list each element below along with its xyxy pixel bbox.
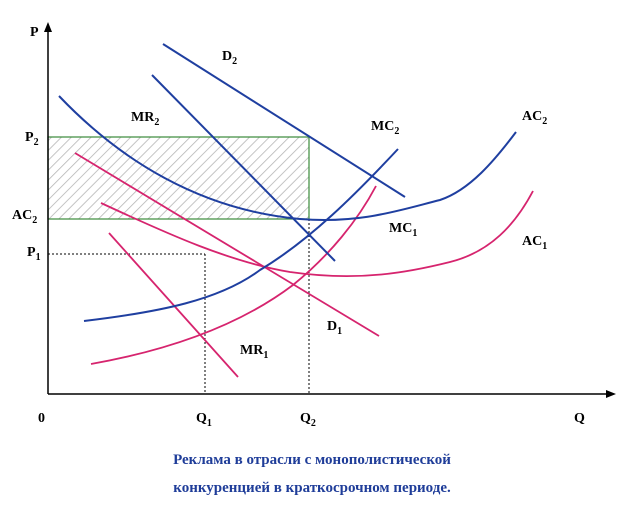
q1-label: Q1 bbox=[196, 411, 212, 429]
d2-label: D2 bbox=[222, 49, 237, 67]
origin-label: 0 bbox=[38, 411, 45, 426]
d1-curve bbox=[74, 152, 380, 337]
d1-label: D1 bbox=[327, 319, 342, 337]
mr1-curve bbox=[108, 232, 239, 378]
mc1-curve bbox=[90, 185, 377, 365]
p2-label: P2 bbox=[25, 130, 39, 148]
mc2-label: MC2 bbox=[371, 119, 399, 137]
x-axis-label: Q bbox=[574, 411, 585, 426]
caption-line-2: конкуренцией в краткосрочном периоде. bbox=[173, 480, 451, 496]
ac1-curve bbox=[100, 190, 534, 278]
mr2-curve bbox=[151, 74, 336, 262]
mc1-label: MC1 bbox=[389, 221, 417, 239]
mr1-label: MR1 bbox=[240, 343, 268, 361]
mc2-curve bbox=[83, 148, 399, 322]
d2-curve bbox=[162, 43, 406, 198]
ac1-label: AC1 bbox=[522, 234, 547, 252]
profit-area bbox=[47, 136, 310, 220]
mr2-label: MR2 bbox=[131, 110, 159, 128]
y-axis-arrow bbox=[44, 22, 52, 32]
ac2-curve bbox=[58, 95, 517, 222]
ac2-price-label: AC2 bbox=[12, 208, 37, 226]
p1-label: P1 bbox=[27, 245, 41, 263]
ac2-label: AC2 bbox=[522, 109, 547, 127]
caption-line-1: Реклама в отрасли с монополистической bbox=[173, 452, 451, 468]
q2-label: Q2 bbox=[300, 411, 316, 429]
y-axis-label: P bbox=[30, 25, 39, 40]
x-axis-arrow bbox=[606, 390, 616, 398]
